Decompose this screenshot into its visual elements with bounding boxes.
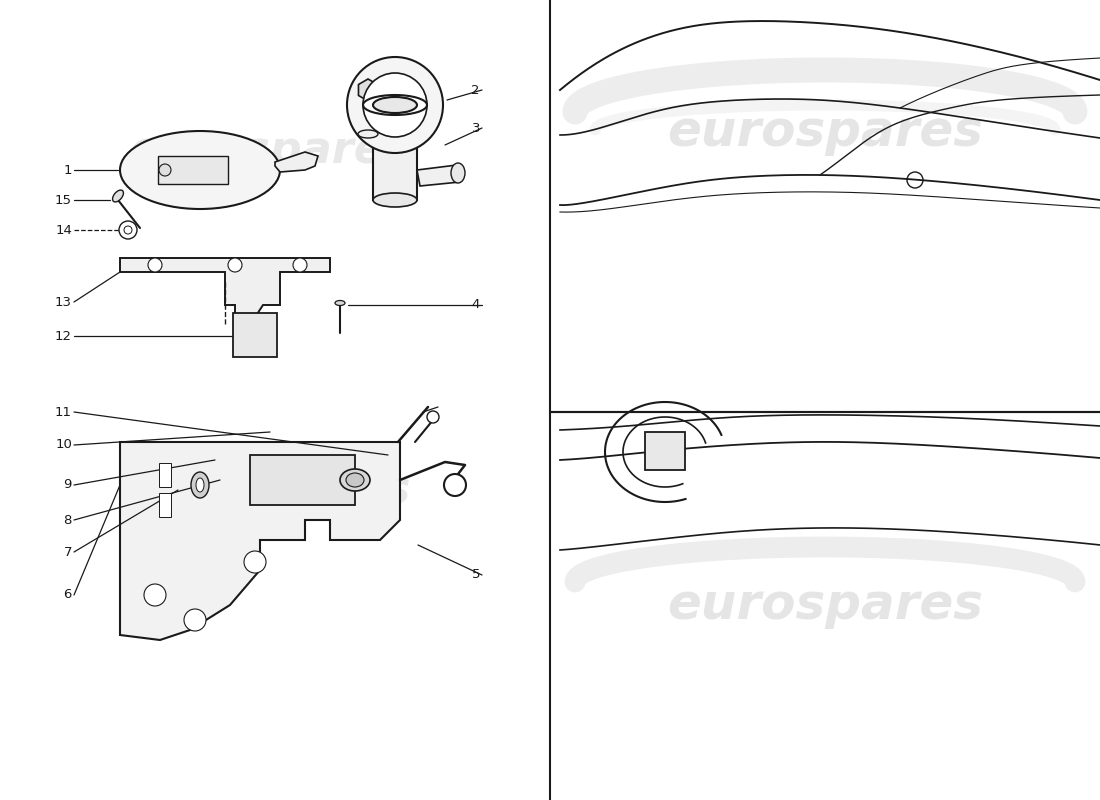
Text: 3: 3 — [472, 122, 480, 134]
Ellipse shape — [373, 97, 417, 113]
Ellipse shape — [112, 190, 123, 202]
Polygon shape — [160, 463, 170, 487]
Polygon shape — [417, 165, 460, 186]
Ellipse shape — [340, 469, 370, 491]
Text: 5: 5 — [472, 569, 480, 582]
Text: 10: 10 — [55, 438, 72, 451]
Polygon shape — [120, 442, 400, 640]
Circle shape — [119, 221, 138, 239]
Circle shape — [144, 584, 166, 606]
Text: 12: 12 — [55, 330, 72, 342]
Text: 4: 4 — [472, 298, 480, 311]
Circle shape — [427, 411, 439, 423]
Text: eurospares: eurospares — [667, 581, 983, 629]
Circle shape — [148, 258, 162, 272]
Text: 6: 6 — [64, 589, 72, 602]
Text: 14: 14 — [55, 223, 72, 237]
Text: 9: 9 — [64, 478, 72, 491]
Text: eurospares: eurospares — [130, 129, 410, 171]
Circle shape — [184, 609, 206, 631]
Circle shape — [444, 474, 466, 496]
Ellipse shape — [191, 472, 209, 498]
Polygon shape — [373, 105, 417, 200]
Polygon shape — [645, 432, 685, 470]
Text: eurospares: eurospares — [667, 108, 983, 156]
Text: 2: 2 — [472, 83, 480, 97]
Text: 8: 8 — [64, 514, 72, 526]
Ellipse shape — [120, 131, 280, 209]
Circle shape — [363, 73, 427, 137]
Text: 13: 13 — [55, 295, 72, 309]
Text: 11: 11 — [55, 406, 72, 418]
Circle shape — [244, 551, 266, 573]
Ellipse shape — [196, 478, 204, 492]
Ellipse shape — [336, 301, 345, 306]
Ellipse shape — [358, 130, 378, 138]
Polygon shape — [250, 455, 355, 505]
Polygon shape — [120, 258, 330, 325]
Text: 15: 15 — [55, 194, 72, 206]
Ellipse shape — [451, 163, 465, 183]
Polygon shape — [233, 313, 277, 357]
Ellipse shape — [373, 193, 417, 207]
Text: eurospares: eurospares — [130, 469, 410, 511]
Text: 1: 1 — [64, 163, 72, 177]
Circle shape — [228, 258, 242, 272]
Text: 7: 7 — [64, 546, 72, 558]
Polygon shape — [359, 79, 377, 101]
Circle shape — [124, 226, 132, 234]
Circle shape — [293, 258, 307, 272]
Polygon shape — [275, 152, 318, 172]
Polygon shape — [160, 493, 170, 517]
Polygon shape — [158, 156, 228, 184]
Ellipse shape — [346, 473, 364, 487]
Circle shape — [160, 164, 170, 176]
Circle shape — [346, 57, 443, 153]
